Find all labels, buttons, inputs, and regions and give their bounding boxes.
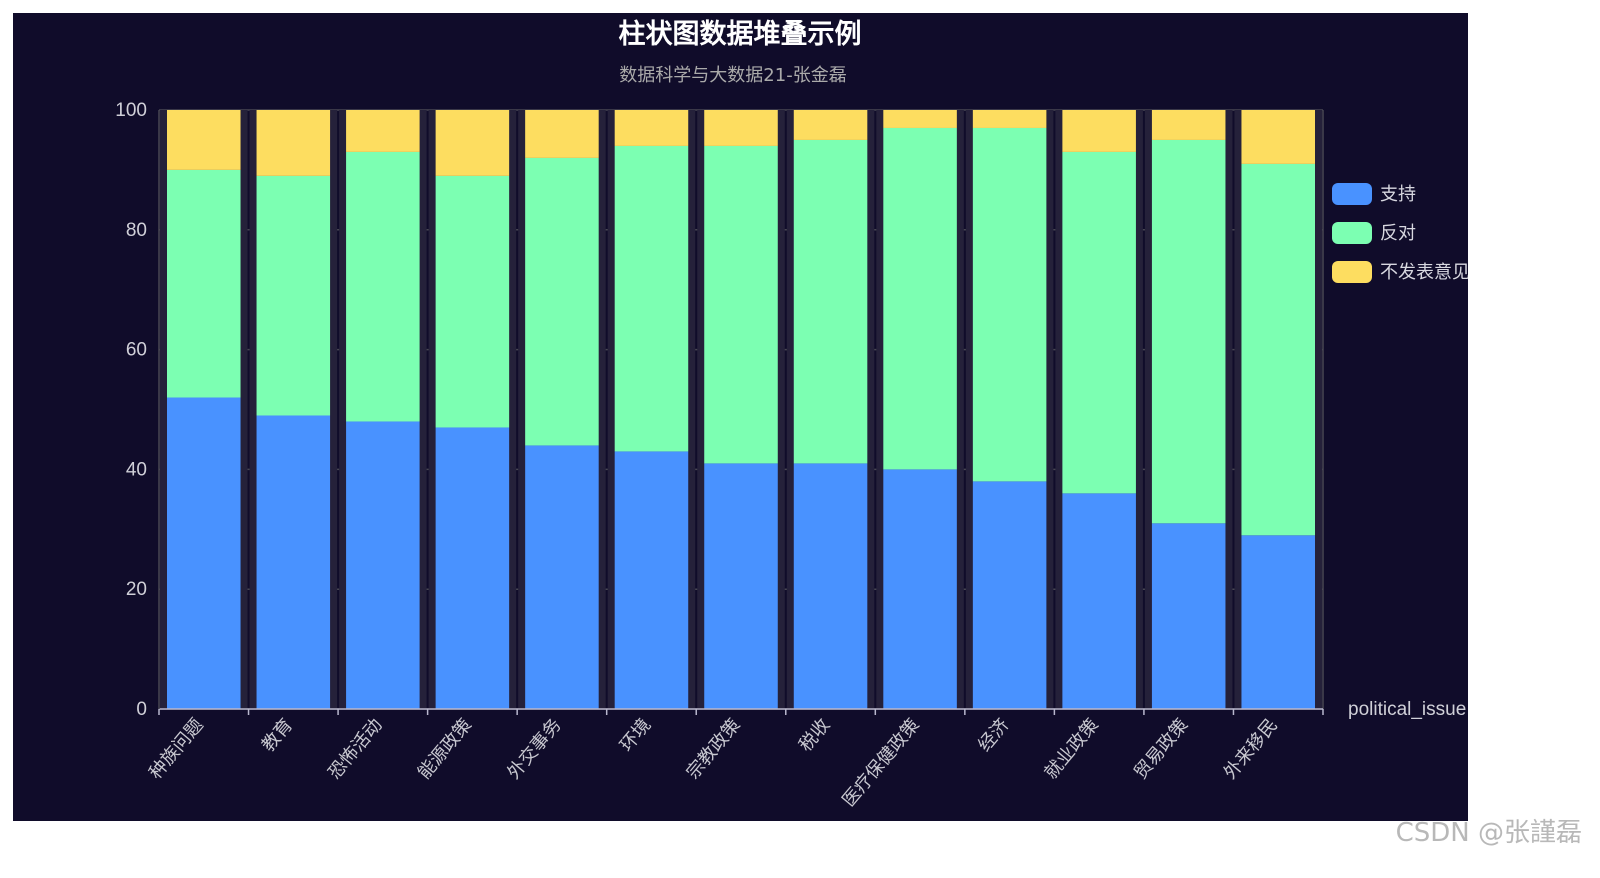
legend-label: 反对	[1380, 223, 1416, 244]
legend-item[interactable]: 反对	[1332, 222, 1416, 244]
bar-segment[interactable]	[525, 445, 599, 709]
y-tick-label: 60	[126, 340, 147, 361]
bar-segment[interactable]	[883, 110, 957, 128]
bar-segment[interactable]	[972, 110, 1047, 128]
bar-segment[interactable]	[525, 157, 599, 446]
bar-segment[interactable]	[1062, 110, 1136, 152]
bar-segment[interactable]	[346, 110, 420, 152]
x-tick-label: 宗教政策	[682, 715, 744, 784]
bar-segment[interactable]	[435, 175, 510, 428]
bar-segment[interactable]	[704, 110, 778, 146]
x-tick-label: 种族问题	[145, 715, 207, 784]
bar-segment[interactable]	[167, 397, 241, 709]
bar-segment[interactable]	[793, 110, 868, 140]
chart-title: 柱状图数据堆叠示例	[619, 19, 862, 50]
bar-segment[interactable]	[793, 139, 868, 464]
legend-swatch	[1332, 261, 1372, 283]
y-tick-label: 0	[136, 699, 147, 720]
bar-segment[interactable]	[793, 463, 868, 709]
chart-panel: 柱状图数据堆叠示例 数据科学与大数据21-张金磊 0 20 40 60 80 100 种族问…	[13, 13, 1468, 821]
x-tick-label: 医疗保健政策	[838, 715, 924, 811]
y-tick-label: 20	[126, 579, 147, 600]
bar-segment[interactable]	[525, 110, 599, 158]
bar-segment[interactable]	[614, 451, 689, 709]
bar-segment[interactable]	[256, 110, 331, 176]
bar-segment[interactable]	[1241, 535, 1315, 709]
x-tick-label: 贸易政策	[1130, 715, 1192, 784]
bar-segment[interactable]	[1151, 139, 1226, 524]
bar-segment[interactable]	[1151, 523, 1226, 709]
bar-segment[interactable]	[1241, 163, 1315, 536]
y-tick-label: 100	[115, 100, 147, 121]
bar-segment[interactable]	[614, 145, 689, 452]
bar-segment[interactable]	[167, 169, 241, 398]
x-axis-name: political_issue	[1348, 699, 1466, 720]
legend-swatch	[1332, 222, 1372, 244]
bar-segment[interactable]	[704, 463, 778, 709]
x-tick-label: 教育	[258, 715, 297, 756]
legend-item[interactable]: 不发表意见	[1332, 261, 1468, 283]
bar-segment[interactable]	[972, 481, 1047, 709]
bar-segment[interactable]	[614, 110, 689, 146]
legend-label: 支持	[1380, 184, 1416, 205]
legend-label: 不发表意见	[1380, 262, 1468, 283]
chart-subtitle: 数据科学与大数据21-张金磊	[619, 65, 846, 86]
y-tick-label: 80	[126, 220, 147, 241]
x-tick-label: 恐怖活动	[324, 715, 386, 784]
x-tick-label: 就业政策	[1041, 715, 1103, 784]
x-tick-label: 环境	[616, 715, 655, 756]
x-tick-label: 外来移民	[1220, 715, 1282, 784]
bar-segment[interactable]	[1151, 110, 1226, 140]
bar-segment[interactable]	[167, 110, 241, 170]
bar-segment[interactable]	[704, 145, 778, 464]
legend-item[interactable]: 支持	[1332, 183, 1416, 205]
bar-segment[interactable]	[346, 421, 420, 709]
bar-segment[interactable]	[256, 415, 331, 709]
chart-svg: 柱状图数据堆叠示例 数据科学与大数据21-张金磊 0 20 40 60 80 100 种族问…	[115, 19, 1468, 811]
bar-segment[interactable]	[346, 151, 420, 422]
x-tick-label: 外交事务	[503, 715, 565, 784]
bar-segment[interactable]	[972, 127, 1047, 482]
legend-swatch	[1332, 183, 1372, 205]
bar-segment[interactable]	[435, 427, 510, 709]
x-tick-label: 能源政策	[414, 715, 476, 784]
bar-segment[interactable]	[883, 127, 957, 470]
bar-segment[interactable]	[435, 110, 510, 176]
bar-segment[interactable]	[1241, 110, 1315, 164]
bars-layer	[160, 110, 1322, 709]
bar-segment[interactable]	[1062, 493, 1136, 709]
watermark: CSDN @张謹磊	[1395, 818, 1582, 848]
x-tick-label: 经济	[974, 715, 1013, 756]
bar-segment[interactable]	[1062, 151, 1136, 494]
bar-segment[interactable]	[256, 175, 331, 416]
y-tick-label: 40	[126, 459, 147, 480]
bar-segment[interactable]	[883, 469, 957, 709]
x-tick-label: 税收	[795, 715, 834, 756]
